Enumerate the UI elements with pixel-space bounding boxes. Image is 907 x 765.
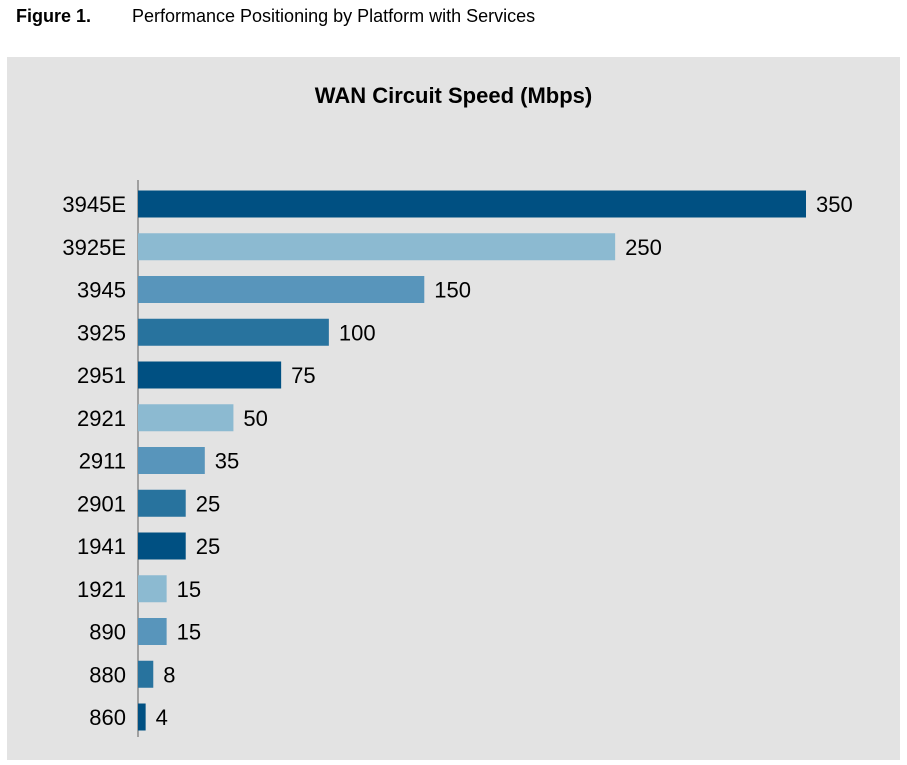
value-label-1941: 25 bbox=[196, 534, 220, 559]
bar-2901 bbox=[138, 489, 186, 517]
category-label-3945E: 3945E bbox=[62, 192, 126, 217]
figure-caption: Figure 1. Performance Positioning by Plat… bbox=[16, 5, 535, 27]
value-label-890: 15 bbox=[177, 620, 201, 645]
chart-panel: WAN Circuit Speed (Mbps) 3945E 350 3925E 25… bbox=[7, 57, 900, 760]
bar-3945E bbox=[138, 190, 806, 218]
bar-880 bbox=[138, 660, 154, 688]
value-label-2911: 35 bbox=[215, 449, 239, 474]
value-label-1921: 15 bbox=[177, 577, 201, 602]
bar-1921 bbox=[138, 575, 167, 603]
category-label-3925: 3925 bbox=[77, 320, 126, 345]
bar-3945 bbox=[138, 276, 425, 303]
value-label-2951: 75 bbox=[291, 363, 315, 388]
bar-3925 bbox=[138, 318, 329, 346]
bar-3925E bbox=[138, 233, 616, 261]
category-label-1941: 1941 bbox=[77, 534, 126, 559]
chart-title: WAN Circuit Speed (Mbps) bbox=[314, 83, 593, 108]
bar-2911 bbox=[138, 447, 205, 474]
value-label-3925E: 250 bbox=[625, 235, 662, 260]
figure-title: Performance Positioning by Platform with… bbox=[132, 6, 536, 26]
category-label-3925E: 3925E bbox=[62, 235, 126, 260]
category-label-880: 880 bbox=[89, 662, 126, 687]
bar-2921 bbox=[138, 404, 234, 432]
value-label-3945E: 350 bbox=[816, 192, 853, 217]
category-label-860: 860 bbox=[89, 705, 126, 730]
value-label-3925: 100 bbox=[339, 320, 376, 345]
value-label-3945: 150 bbox=[434, 278, 471, 303]
bar-860 bbox=[138, 703, 146, 731]
value-label-880: 8 bbox=[163, 662, 175, 687]
bar-1941 bbox=[138, 532, 186, 560]
bar-2951 bbox=[138, 361, 282, 389]
category-label-2901: 2901 bbox=[77, 491, 126, 516]
category-label-1921: 1921 bbox=[77, 577, 126, 602]
bar-890 bbox=[138, 618, 167, 645]
category-label-2921: 2921 bbox=[77, 406, 126, 431]
value-label-2921: 50 bbox=[243, 406, 267, 431]
value-label-860: 4 bbox=[156, 705, 168, 730]
category-label-2911: 2911 bbox=[79, 449, 126, 474]
category-label-2951: 2951 bbox=[77, 363, 126, 388]
category-label-890: 890 bbox=[89, 620, 126, 645]
value-label-2901: 25 bbox=[196, 491, 220, 516]
figure-label: Figure 1. bbox=[16, 6, 92, 26]
bar-chart: 3945E 350 3925E 250 3945 150 3925 100 2951 75 2921… bbox=[62, 180, 853, 737]
category-label-3945: 3945 bbox=[77, 278, 126, 303]
